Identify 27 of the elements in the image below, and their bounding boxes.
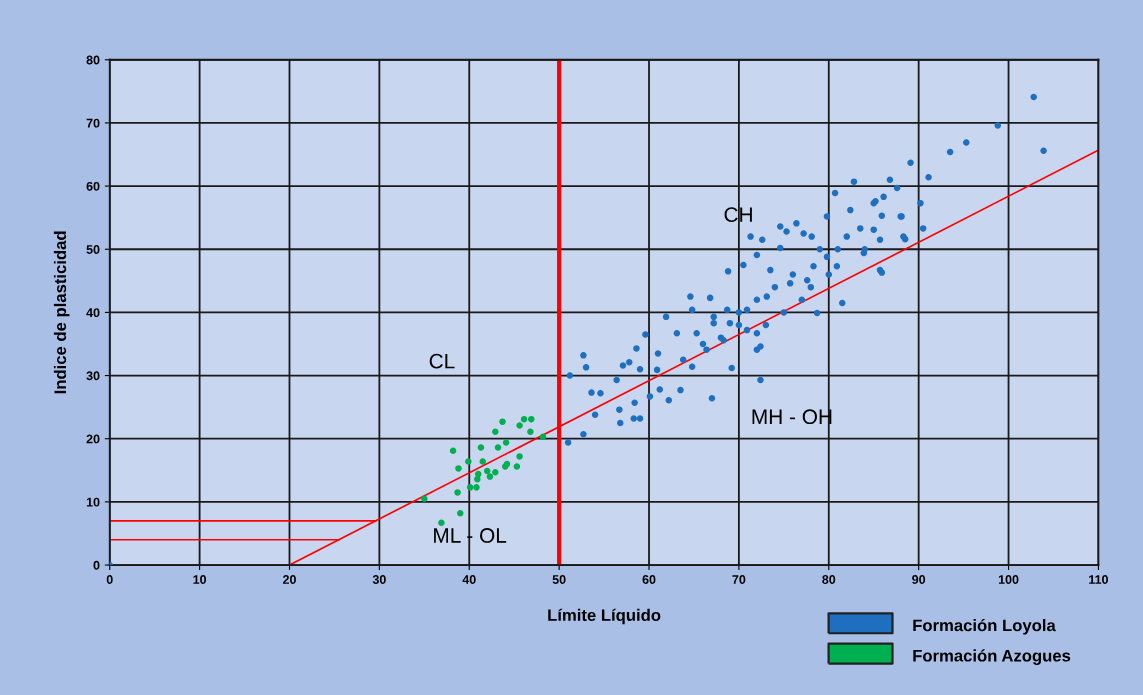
x-tick-label: 110 (1089, 575, 1108, 584)
x-tick-label: 40 (462, 575, 476, 584)
y-tick-label: 80 (86, 55, 100, 65)
y-tick-label: 30 (86, 371, 100, 381)
y-tick-label: 0 (93, 560, 100, 570)
x-tick-label: 0 (106, 575, 113, 584)
y-tick-label: 60 (86, 181, 100, 191)
y-tick-label: 50 (86, 245, 100, 254)
annotation: ML - OL (434, 528, 507, 543)
x-tick-label: 20 (282, 575, 296, 584)
y-axis-title: Indice de plasticidad (53, 231, 70, 394)
x-axis-title: Límite Líquido (548, 608, 661, 625)
legend-label: Formación Loyola (913, 618, 1056, 635)
y-tick-label: 40 (86, 308, 100, 318)
y-tick-label: 70 (86, 118, 100, 128)
x-tick-label: 100 (998, 575, 1019, 584)
x-tick-label: 50 (552, 575, 566, 584)
x-tick-label: 80 (822, 575, 836, 584)
x-tick-label: 30 (372, 575, 386, 584)
legend-label: Formación Azogues (913, 649, 1071, 665)
x-tick-label: 70 (732, 575, 746, 584)
x-tick-label: 90 (912, 575, 926, 584)
x-tick-label: 60 (642, 575, 656, 584)
y-tick-label: 20 (86, 434, 100, 444)
annotation: CL (429, 353, 455, 369)
y-tick-label: 10 (86, 497, 100, 507)
x-tick-label: 10 (193, 575, 207, 584)
